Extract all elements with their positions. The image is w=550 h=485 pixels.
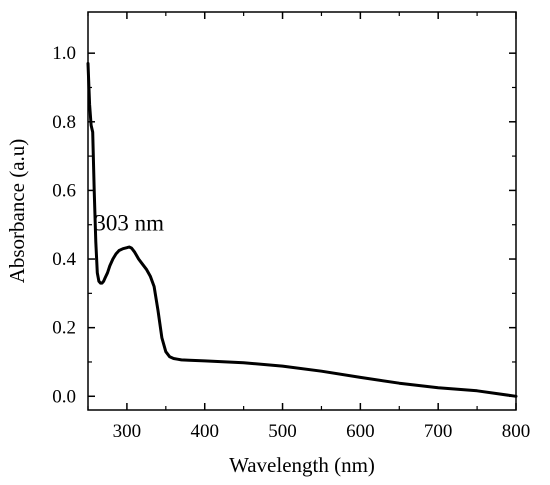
x-tick-label: 500	[268, 421, 297, 442]
peak-annotation: 303 nm	[94, 210, 164, 235]
tick-marks	[87, 12, 517, 410]
y-tick-label: 0.6	[52, 180, 76, 201]
y-tick-label: 0.2	[52, 318, 76, 339]
x-tick-label: 700	[424, 421, 453, 442]
y-tick-label: 0.8	[52, 112, 76, 133]
x-tick-label: 300	[113, 421, 142, 442]
plot-frame	[87, 11, 517, 411]
y-tick-label: 1.0	[52, 43, 76, 64]
x-tick-label: 400	[190, 421, 219, 442]
x-tick-label: 600	[346, 421, 375, 442]
tick-labels: 300 400 500 600 700 800 0.0 0.2 0.4 0.6 0.8 1.0	[52, 43, 530, 442]
y-tick-label: 0.0	[52, 386, 76, 407]
x-axis-title: Wavelength (nm)	[229, 453, 375, 477]
x-tick-label: 800	[502, 421, 531, 442]
absorbance-series-line	[86, 62, 518, 398]
y-tick-label: 0.4	[52, 249, 76, 270]
y-axis-title: Absorbance (a.u)	[5, 139, 29, 284]
